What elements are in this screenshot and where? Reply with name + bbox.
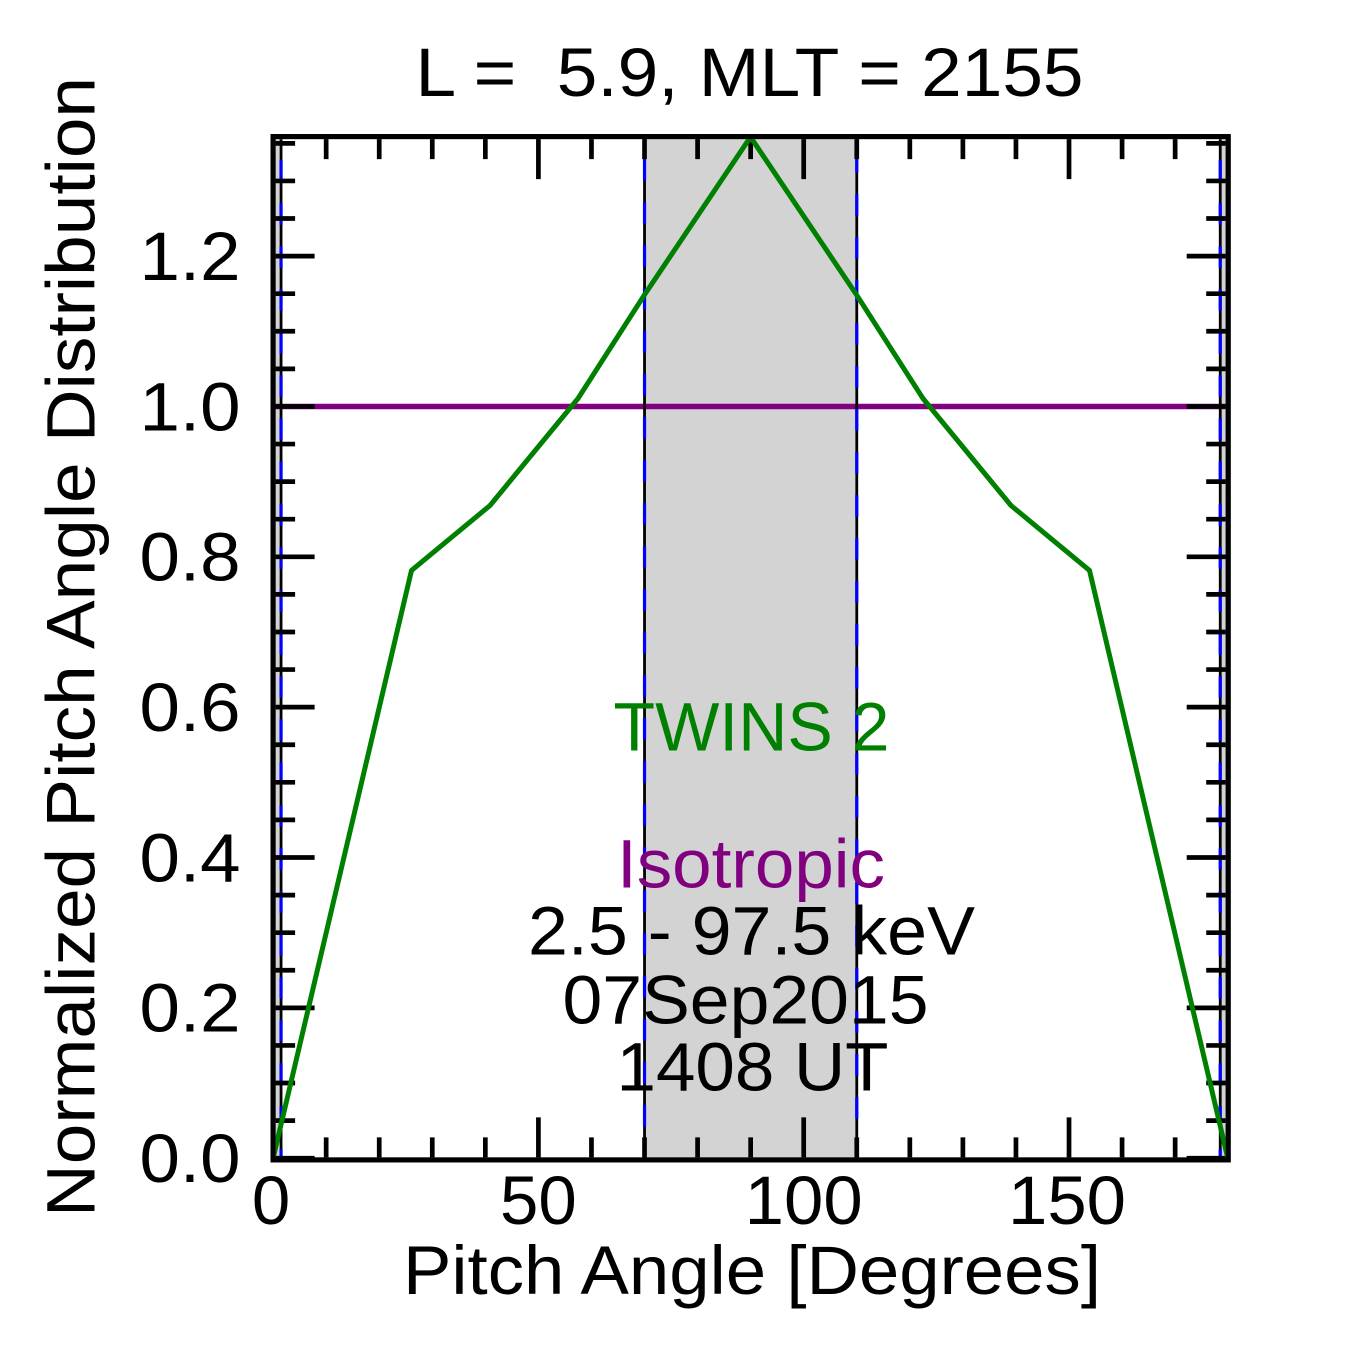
svg-text:1.2: 1.2 <box>140 218 241 295</box>
svg-text:0.8: 0.8 <box>140 519 241 596</box>
svg-text:0.0: 0.0 <box>140 1120 241 1197</box>
svg-text:0.2: 0.2 <box>140 970 241 1047</box>
svg-text:Normalized Pitch Angle Distrib: Normalized Pitch Angle Distribution <box>33 77 110 1217</box>
svg-text:0.6: 0.6 <box>140 669 241 746</box>
svg-text:2.5 - 97.5 keV: 2.5 - 97.5 keV <box>528 893 975 970</box>
svg-text:L = 5.9, MLT = 2155: L = 5.9, MLT = 2155 <box>416 34 1084 111</box>
svg-text:Pitch Angle [Degrees]: Pitch Angle [Degrees] <box>403 1232 1101 1309</box>
svg-text:TWINS 2: TWINS 2 <box>614 688 890 765</box>
svg-text:Isotropic: Isotropic <box>617 825 885 902</box>
svg-text:0: 0 <box>252 1162 290 1239</box>
svg-text:07Sep2015: 07Sep2015 <box>563 962 929 1039</box>
svg-text:100: 100 <box>745 1162 863 1239</box>
svg-text:150: 150 <box>1008 1162 1126 1239</box>
svg-text:1.0: 1.0 <box>140 368 241 445</box>
svg-text:50: 50 <box>500 1162 577 1239</box>
svg-text:0.4: 0.4 <box>140 819 241 896</box>
svg-text:1408 UT: 1408 UT <box>617 1029 889 1106</box>
